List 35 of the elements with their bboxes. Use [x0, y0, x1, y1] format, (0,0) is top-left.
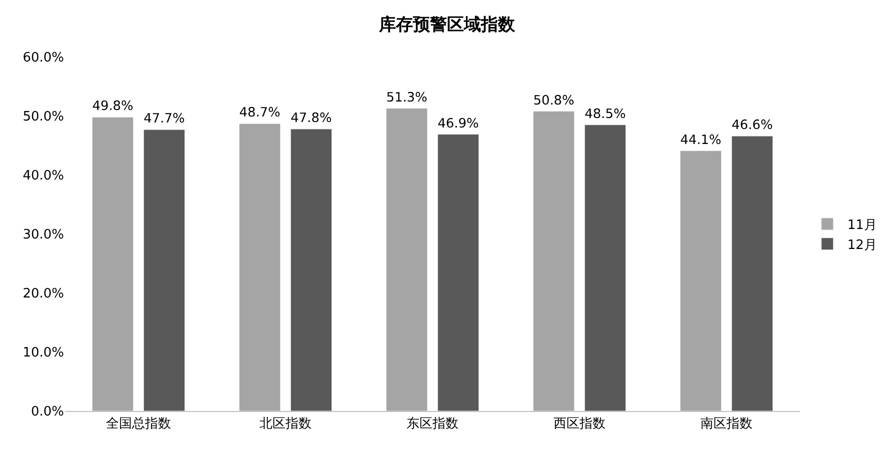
data-label: 50.8%	[533, 93, 574, 108]
bar	[143, 129, 186, 411]
data-label: 48.7%	[239, 106, 280, 121]
x-tick-label: 北区指数	[260, 416, 312, 432]
chart-title: 库存预警区域指数	[378, 15, 516, 36]
x-tick-label: 西区指数	[554, 416, 606, 432]
data-label: 49.8%	[92, 99, 134, 114]
y-tick-label: 60.0%	[22, 50, 64, 66]
bar	[584, 124, 626, 411]
bar	[238, 123, 281, 411]
data-label: 47.8%	[290, 110, 332, 126]
bar	[92, 116, 134, 411]
bar	[731, 136, 774, 411]
data-label: 46.9%	[438, 116, 479, 132]
bar	[680, 150, 722, 411]
legend-label: 12月	[847, 238, 877, 253]
legend-label: 11月	[847, 218, 877, 234]
data-label: 46.6%	[732, 118, 773, 134]
y-tick-label: 20.0%	[22, 286, 64, 302]
y-tick-label: 0.0%	[30, 404, 64, 420]
bar	[290, 128, 332, 411]
y-tick-label: 40.0%	[22, 168, 64, 184]
bar	[437, 134, 480, 411]
bar	[386, 108, 428, 411]
y-tick-label: 30.0%	[22, 228, 64, 243]
x-tick-label: 全国总指数	[106, 416, 171, 432]
data-label: 47.7%	[144, 112, 185, 127]
y-tick-label: 10.0%	[22, 346, 64, 361]
data-label: 51.3%	[386, 90, 428, 106]
x-tick-label: 南区指数	[700, 416, 752, 432]
x-tick-label: 东区指数	[406, 416, 458, 432]
y-tick-label: 50.0%	[22, 110, 64, 125]
bar	[532, 111, 575, 411]
data-label: 48.5%	[584, 106, 626, 122]
data-label: 44.1%	[680, 132, 722, 148]
